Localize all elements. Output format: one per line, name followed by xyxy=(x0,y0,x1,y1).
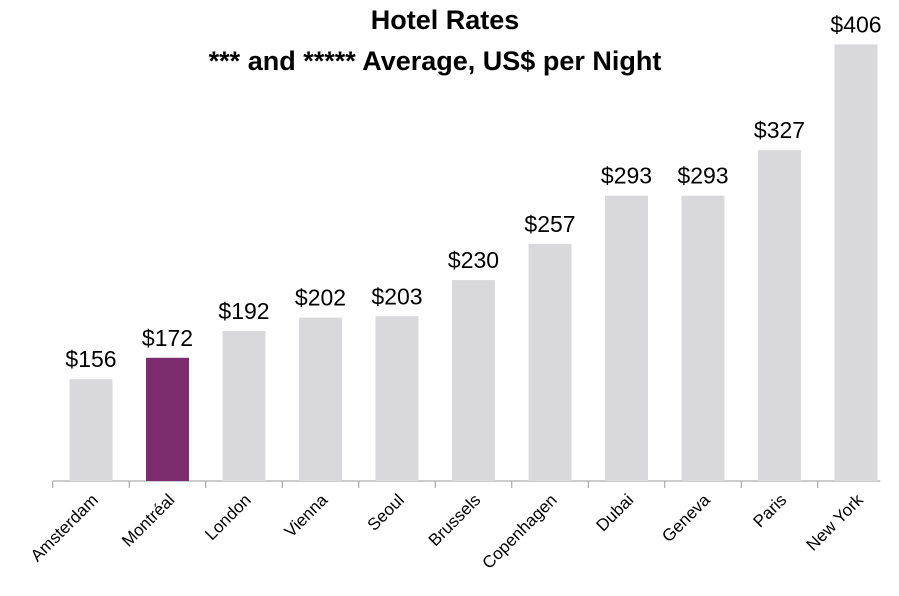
value-label: $203 xyxy=(371,283,422,309)
x-tick-label: Geneva xyxy=(658,490,714,546)
x-tick-label: London xyxy=(201,490,255,544)
x-tick-label: Montréal xyxy=(118,490,178,550)
value-label: $257 xyxy=(524,211,575,237)
x-tick-label: Paris xyxy=(750,490,791,531)
value-label: $293 xyxy=(601,163,652,189)
bar xyxy=(605,195,648,481)
bar xyxy=(452,280,495,481)
x-tick-label: Brussels xyxy=(425,490,485,550)
chart-subtitle: *** and ***** Average, US$ per Night xyxy=(209,46,662,76)
chart-title: Hotel Rates xyxy=(371,5,520,35)
value-label: $192 xyxy=(218,298,269,324)
value-label: $172 xyxy=(142,325,193,351)
value-label: $406 xyxy=(830,11,881,37)
bar xyxy=(375,316,419,481)
value-label: $230 xyxy=(448,247,499,273)
x-tick-label: Vienna xyxy=(281,490,332,541)
value-label: $293 xyxy=(677,163,728,189)
x-tick-label: Amsterdam xyxy=(27,490,102,565)
bar xyxy=(222,330,266,481)
value-label: $202 xyxy=(295,285,346,311)
bar xyxy=(69,379,113,481)
x-tick-label: New York xyxy=(803,490,868,555)
x-tick-label: Dubai xyxy=(592,490,637,535)
x-tick-label: Seoul xyxy=(364,490,408,534)
bar xyxy=(681,195,725,481)
bar xyxy=(758,150,801,482)
value-label: $156 xyxy=(65,346,116,372)
bar xyxy=(299,317,342,481)
value-label: $327 xyxy=(754,117,805,143)
bar xyxy=(834,44,878,481)
bar xyxy=(528,243,572,481)
x-tick-label: Copenhagen xyxy=(479,490,561,572)
bar xyxy=(146,357,189,481)
